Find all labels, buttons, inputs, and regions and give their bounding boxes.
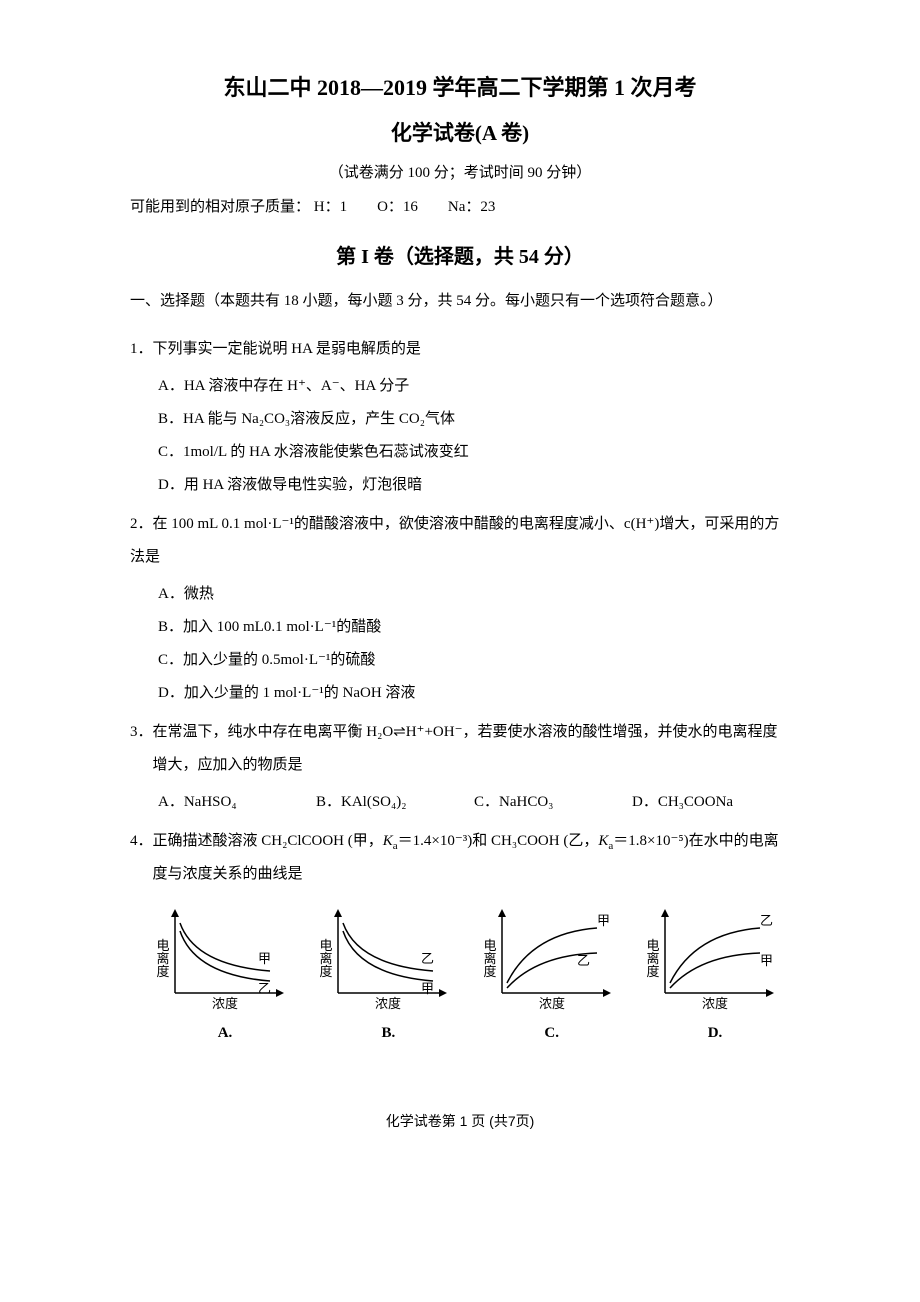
q3-option-b: B．KAl(SO₄)₂: [316, 786, 474, 819]
chart-c-label: C.: [477, 1017, 627, 1050]
chart-c-yi: 乙: [577, 953, 590, 968]
chart-b-svg: 电离度 浓度 乙 甲: [313, 903, 453, 1013]
chart-c-xlabel: 浓度: [539, 996, 565, 1011]
chart-b-jia: 甲: [421, 981, 434, 996]
chart-d: 电离度 浓度 乙 甲 D.: [640, 903, 790, 1050]
question-4: 4．正确描述酸溶液 CH₂ClCOOH (甲，Ka＝1.4×10⁻³)和 CH₃…: [130, 825, 790, 1050]
section-title: 第 I 卷（选择题，共 54 分）: [130, 241, 790, 273]
chart-d-label: D.: [640, 1017, 790, 1050]
question-2: 2．在 100 mL 0.1 mol·L⁻¹的醋酸溶液中，欲使溶液中醋酸的电离程…: [130, 508, 790, 710]
chart-d-yi: 乙: [760, 913, 773, 928]
q4-charts-row: 电离度 浓度 甲 乙 A. 电离度 浓度 乙 甲 B.: [130, 903, 790, 1050]
question-1: 1．下列事实一定能说明 HA 是弱电解质的是 A．HA 溶液中存在 H⁺、A⁻、…: [130, 333, 790, 502]
chart-d-xlabel: 浓度: [702, 996, 728, 1011]
question-3: 3．在常温下，纯水中存在电离平衡 H₂O⇌H⁺+OH⁻，若要使水溶液的酸性增强，…: [130, 716, 790, 819]
q3-options-row: A．NaHSO₄ B．KAl(SO₄)₂ C．NaHCO₃ D．CH₃COONa: [130, 786, 790, 819]
ka-symbol-2: K: [598, 833, 608, 849]
chart-a-svg: 电离度 浓度 甲 乙: [150, 903, 290, 1013]
q3-option-a: A．NaHSO₄: [158, 786, 316, 819]
chart-c-jia: 甲: [597, 913, 610, 928]
q2-option-a: A．微热: [130, 578, 790, 611]
chart-b-yi: 乙: [421, 951, 434, 966]
chart-c-ylabel: 电离度: [481, 938, 496, 977]
chart-c: 电离度 浓度 甲 乙 C.: [477, 903, 627, 1050]
chart-a-yi: 乙: [258, 981, 271, 996]
q2-option-c: C．加入少量的 0.5mol·L⁻¹的硫酸: [130, 644, 790, 677]
section-instruction: 一、选择题（本题共有 18 小题，每小题 3 分，共 54 分。每小题只有一个选…: [130, 289, 790, 313]
q1-option-c: C．1mol/L 的 HA 水溶液能使紫色石蕊试液变红: [130, 436, 790, 469]
chart-d-ylabel: 电离度: [644, 938, 659, 977]
chart-b-xlabel: 浓度: [375, 996, 401, 1011]
q4-stem-pre: 4．正确描述酸溶液 CH₂ClCOOH (甲，: [130, 833, 383, 849]
chart-b: 电离度 浓度 乙 甲 B.: [313, 903, 463, 1050]
q4-stem: 4．正确描述酸溶液 CH₂ClCOOH (甲，Ka＝1.4×10⁻³)和 CH₃…: [153, 825, 791, 891]
atomic-mass-info: 可能用到的相对原子质量： H：1 O：16 Na：23: [130, 195, 790, 219]
chart-a: 电离度 浓度 甲 乙 A.: [150, 903, 300, 1050]
q4-stem-mid: )和 CH₃COOH (乙，: [467, 833, 598, 849]
q2-option-b: B．加入 100 mL0.1 mol·L⁻¹的醋酸: [130, 611, 790, 644]
q1-option-b: B．HA 能与 Na₂CO₃溶液反应，产生 CO₂气体: [130, 403, 790, 436]
chart-b-ylabel: 电离度: [318, 938, 333, 977]
q3-stem: 3．在常温下，纯水中存在电离平衡 H₂O⇌H⁺+OH⁻，若要使水溶液的酸性增强，…: [153, 716, 791, 782]
chart-a-ylabel: 电离度: [155, 938, 170, 977]
chart-a-xlabel: 浓度: [212, 996, 238, 1011]
chart-b-label: B.: [313, 1017, 463, 1050]
exam-subtitle: 化学试卷(A 卷): [130, 117, 790, 151]
ka-val-2: ＝1.8×10⁻⁵: [613, 833, 683, 849]
q3-option-d: D．CH₃COONa: [632, 786, 790, 819]
ka-val-1: ＝1.4×10⁻³: [398, 833, 468, 849]
q1-stem: 1．下列事实一定能说明 HA 是弱电解质的是: [130, 333, 790, 366]
q1-option-a: A．HA 溶液中存在 H⁺、A⁻、HA 分子: [130, 370, 790, 403]
chart-a-label: A.: [150, 1017, 300, 1050]
q2-stem: 2．在 100 mL 0.1 mol·L⁻¹的醋酸溶液中，欲使溶液中醋酸的电离程…: [130, 508, 790, 574]
q3-option-c: C．NaHCO₃: [474, 786, 632, 819]
chart-d-svg: 电离度 浓度 乙 甲: [640, 903, 780, 1013]
chart-a-jia: 甲: [258, 951, 271, 966]
chart-d-jia: 甲: [760, 953, 773, 968]
exam-info: （试卷满分 100 分；考试时间 90 分钟）: [130, 161, 790, 185]
q1-option-d: D．用 HA 溶液做导电性实验，灯泡很暗: [130, 469, 790, 502]
ka-symbol-1: K: [383, 833, 393, 849]
chart-c-svg: 电离度 浓度 甲 乙: [477, 903, 617, 1013]
page-footer: 化学试卷第 1 页 (共7页): [130, 1110, 790, 1132]
exam-title: 东山二中 2018—2019 学年高二下学期第 1 次月考: [130, 70, 790, 105]
q2-option-d: D．加入少量的 1 mol·L⁻¹的 NaOH 溶液: [130, 677, 790, 710]
